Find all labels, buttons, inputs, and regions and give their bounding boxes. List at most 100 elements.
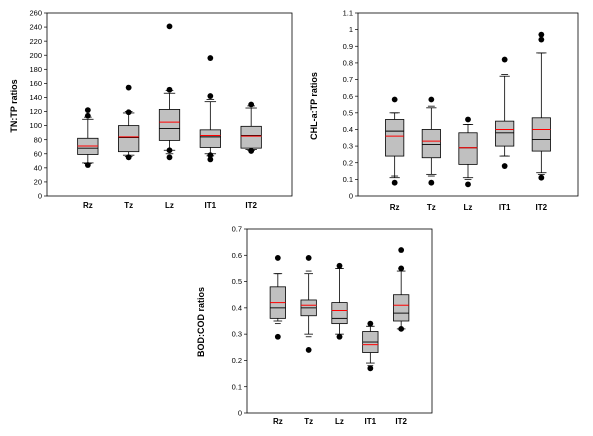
y-tick-label: 0.6 — [343, 92, 353, 101]
box-Rz — [77, 107, 99, 168]
outlier-point — [166, 154, 173, 161]
x-category-label: Lz — [165, 201, 174, 210]
outlier-point — [538, 36, 545, 43]
box-body — [458, 132, 478, 165]
x-category-label: Lz — [335, 417, 344, 426]
outlier-point — [125, 109, 132, 116]
outlier-point — [391, 179, 398, 186]
x-category-label: IT2 — [395, 417, 407, 426]
plot-frame — [46, 12, 293, 197]
box-IT2 — [240, 101, 262, 154]
x-category-label: IT1 — [365, 417, 377, 426]
y-tick-label: 0.8 — [343, 59, 353, 68]
outlier-point — [367, 365, 374, 372]
outlier-point — [538, 174, 545, 181]
x-category-label: IT2 — [245, 201, 257, 210]
box-body — [495, 120, 515, 147]
y-tick-label: 160 — [29, 79, 42, 88]
outlier-point — [207, 55, 214, 61]
box-body — [393, 294, 410, 322]
y-tick-label: 20 — [34, 178, 42, 187]
plot-frame — [246, 228, 433, 414]
y-tick-label: 200 — [29, 51, 42, 60]
outlier-point — [398, 265, 405, 272]
y-axis-title: TN:TP ratios — [9, 79, 19, 132]
x-category-label: Lz — [464, 203, 473, 212]
box-Tz — [421, 96, 441, 186]
box-body — [421, 129, 441, 159]
y-tick-label: 0.1 — [232, 382, 242, 391]
outlier-point — [398, 247, 405, 253]
box-IT1 — [362, 320, 379, 372]
y-tick-label: 80 — [34, 135, 42, 144]
outlier-point — [428, 179, 435, 186]
outlier-point — [207, 93, 214, 99]
box-Rz — [269, 255, 286, 340]
y-tick-label: 0.5 — [232, 277, 242, 286]
panel-bod-cod: BOD:COD ratios 0 0.1 0.2 0.3 0.4 0.5 0.6 0.7 Rz T… — [196, 225, 433, 426]
outlier-point — [84, 162, 91, 168]
y-tick-label: 260 — [29, 9, 42, 18]
outlier-point — [465, 116, 471, 123]
y-tick-label: 120 — [29, 107, 42, 116]
y-tick-label: 0.7 — [343, 75, 353, 84]
box-Lz — [158, 23, 181, 161]
y-tick-label: 0 — [238, 409, 242, 418]
y-tick-label: 140 — [29, 93, 42, 102]
outlier-point — [248, 101, 255, 108]
outlier-point — [501, 56, 508, 63]
outlier-point — [125, 154, 132, 161]
outlier-point — [391, 96, 398, 103]
y-tick-label: 0 — [38, 192, 42, 201]
y-tick-label: 0.1 — [343, 175, 353, 184]
x-category-label: IT1 — [205, 201, 217, 210]
outlier-point — [166, 147, 173, 154]
y-tick-label: 0.3 — [343, 142, 353, 151]
outlier-point — [84, 112, 91, 119]
y-tick-label: 0.5 — [343, 108, 353, 117]
x-category-label: Tz — [427, 203, 436, 212]
x-category-label: Rz — [273, 417, 283, 426]
box-IT1 — [495, 56, 515, 169]
x-category-label: Rz — [83, 201, 93, 210]
y-tick-label: 1.1 — [343, 9, 353, 18]
box-Tz — [118, 84, 140, 161]
panel-chl-tp: CHL-a:TP ratios 0 0.1 0.2 0.3 0.4 0.5 0.6 0.7 0.… — [309, 9, 579, 212]
y-tick-label: 40 — [34, 163, 42, 172]
outlier-point — [248, 148, 255, 154]
box-body — [240, 125, 262, 149]
box-Rz — [385, 96, 405, 186]
box-body — [199, 129, 221, 148]
y-axis-title: CHL-a:TP ratios — [309, 72, 319, 140]
panel-tn-tp: TN:TP ratios 0 20 40 60 80 100 120 140 160 180 200… — [9, 9, 293, 210]
box-body — [531, 117, 551, 152]
y-tick-label: 180 — [29, 65, 42, 74]
x-category-label: Rz — [390, 203, 400, 212]
y-tick-label: 0.6 — [232, 251, 242, 260]
outlier-point — [166, 23, 173, 30]
outlier-point — [538, 31, 545, 38]
box-body — [385, 119, 405, 157]
y-tick-label: 0.9 — [343, 42, 353, 51]
y-tick-label: 0.4 — [232, 303, 242, 312]
box-IT2 — [393, 247, 410, 332]
outlier-point — [125, 84, 132, 91]
box-Tz — [300, 255, 317, 353]
y-tick-label: 0 — [349, 192, 353, 201]
outlier-point — [274, 333, 281, 340]
outlier-point — [305, 255, 312, 261]
y-tick-label: 100 — [29, 121, 42, 130]
outlier-point — [398, 325, 405, 332]
y-tick-label: 1 — [349, 25, 353, 34]
box-IT2 — [531, 31, 551, 181]
x-category-label: Tz — [304, 417, 313, 426]
outlier-point — [428, 96, 435, 103]
box-IT1 — [199, 55, 221, 163]
box-body — [158, 109, 181, 141]
y-tick-label: 0.3 — [232, 330, 242, 339]
y-tick-label: 240 — [29, 23, 42, 32]
y-tick-label: 0.2 — [343, 158, 353, 167]
y-tick-label: 60 — [34, 149, 42, 158]
outlier-point — [336, 333, 343, 340]
